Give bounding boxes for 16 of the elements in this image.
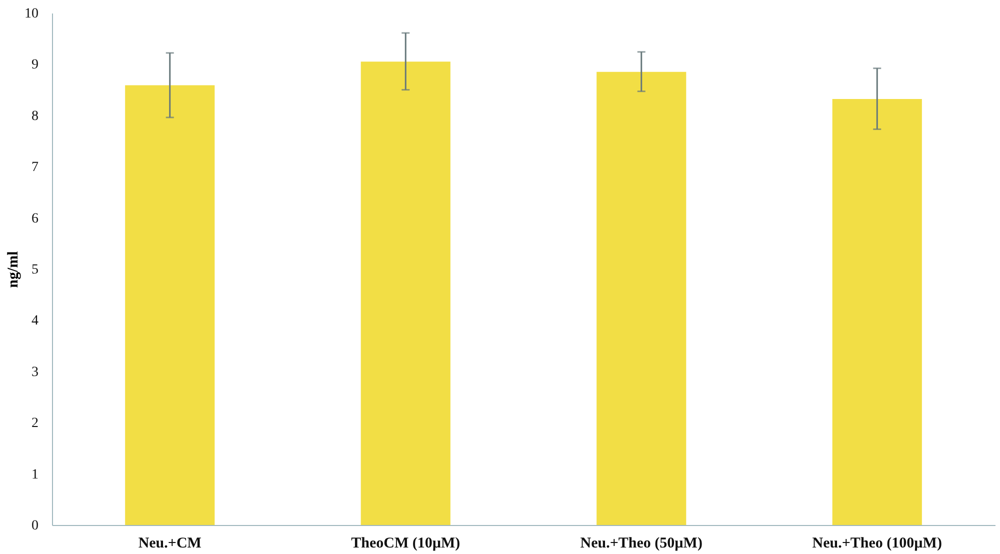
x-tick-label: Neu.+CM: [138, 536, 202, 552]
y-tick-label: 8: [32, 108, 38, 124]
y-tick-label: 4: [32, 314, 38, 329]
y-tick-label: 7: [32, 160, 38, 176]
y-tick-label: 3: [32, 364, 38, 380]
y-tick-label: 6: [32, 211, 38, 226]
x-tick-label: Neu.+Theo (100µM): [812, 536, 942, 552]
x-tick-label: Neu.+Theo (50µM): [580, 536, 702, 552]
y-tick-label: 2: [32, 416, 38, 432]
y-tick-label: 0: [32, 518, 38, 534]
y-axis-title: ng/ml: [6, 251, 22, 288]
y-tick-label: 10: [24, 6, 38, 22]
y-tick-label: 5: [32, 262, 38, 278]
x-tick-label: TheoCM (10µM): [351, 536, 460, 552]
y-tick-label: 1: [32, 467, 38, 482]
y-tick-label: 9: [32, 58, 38, 73]
